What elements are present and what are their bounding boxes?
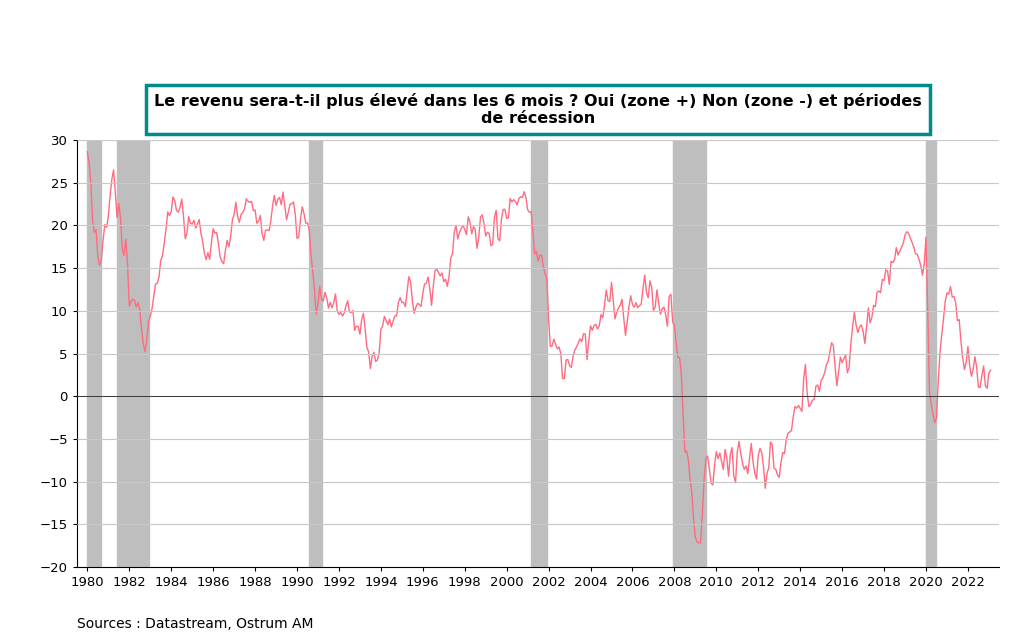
Text: Sources : Datastream, Ostrum AM: Sources : Datastream, Ostrum AM xyxy=(77,617,314,631)
Bar xyxy=(672,140,706,567)
Bar xyxy=(310,140,322,567)
Bar xyxy=(531,140,547,567)
Bar xyxy=(117,140,149,567)
Bar xyxy=(87,140,101,567)
Title: Le revenu sera-t-il plus élevé dans les 6 mois ? Oui (zone +) Non (zone -) et pé: Le revenu sera-t-il plus élevé dans les … xyxy=(154,93,922,127)
Bar xyxy=(926,140,937,567)
